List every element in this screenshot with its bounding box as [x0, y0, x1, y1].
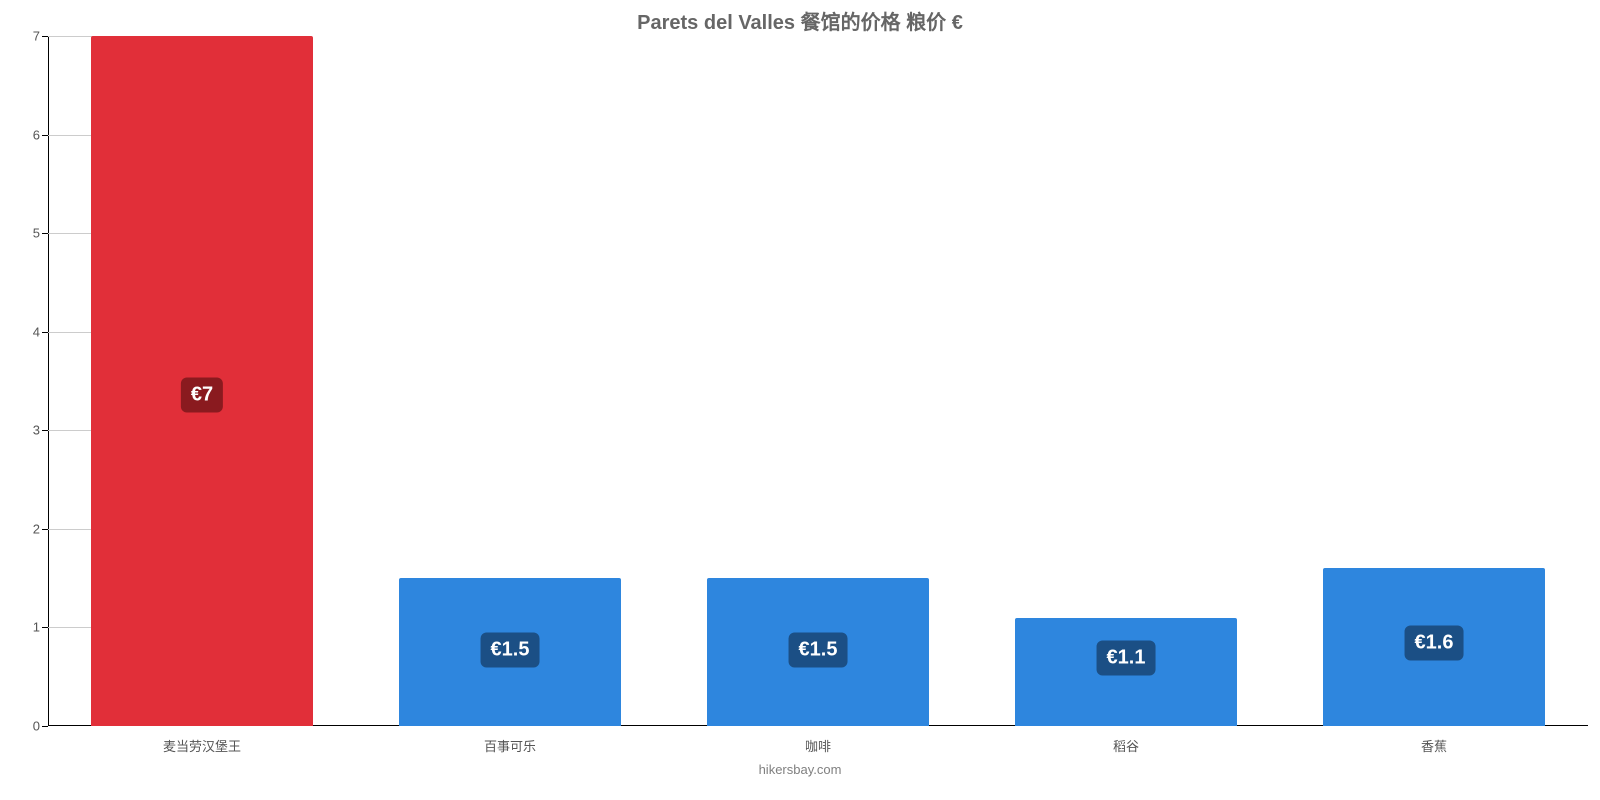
y-tick-mark [42, 36, 48, 37]
y-tick-label: 1 [14, 620, 40, 635]
y-tick-label: 5 [14, 226, 40, 241]
y-tick-label: 0 [14, 719, 40, 734]
y-tick-mark [42, 135, 48, 136]
y-tick-label: 2 [14, 521, 40, 536]
value-badge: €7 [181, 378, 223, 413]
value-badge: €1.5 [789, 633, 848, 668]
y-tick-mark [42, 332, 48, 333]
price-bar-chart: Parets del Valles 餐馆的价格 粮价 € 01234567€7麦… [0, 0, 1600, 800]
y-tick-mark [42, 726, 48, 727]
y-tick-mark [42, 430, 48, 431]
chart-plot-area: 01234567€7麦当劳汉堡王€1.5百事可乐€1.5咖啡€1.1稻谷€1.6… [48, 36, 1588, 726]
y-tick-mark [42, 627, 48, 628]
y-tick-mark [42, 529, 48, 530]
x-category-label: 百事可乐 [484, 736, 536, 755]
y-axis-line [48, 36, 49, 726]
y-tick-label: 3 [14, 423, 40, 438]
x-category-label: 咖啡 [805, 736, 831, 755]
value-badge: €1.6 [1405, 625, 1464, 660]
chart-footer: hikersbay.com [0, 762, 1600, 777]
y-tick-label: 7 [14, 29, 40, 44]
y-tick-label: 6 [14, 127, 40, 142]
value-badge: €1.5 [481, 633, 540, 668]
x-category-label: 麦当劳汉堡王 [163, 736, 241, 755]
y-tick-mark [42, 233, 48, 234]
x-category-label: 香蕉 [1421, 736, 1447, 755]
x-category-label: 稻谷 [1113, 736, 1139, 755]
value-badge: €1.1 [1097, 640, 1156, 675]
chart-title: Parets del Valles 餐馆的价格 粮价 € [0, 6, 1600, 35]
y-tick-label: 4 [14, 324, 40, 339]
